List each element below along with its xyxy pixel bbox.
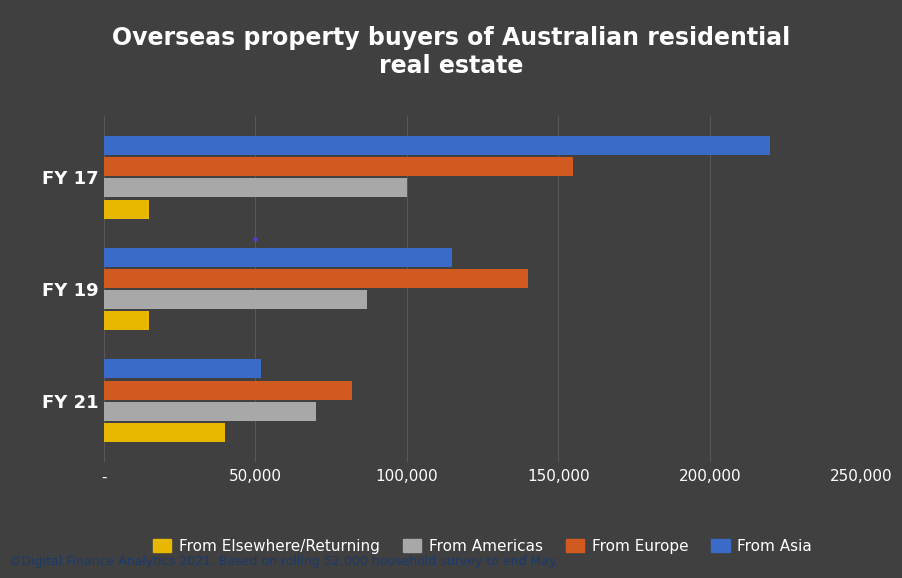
Bar — [104, 247, 452, 266]
Bar — [104, 402, 316, 421]
Bar — [104, 269, 528, 288]
Bar — [104, 136, 770, 155]
Text: Overseas property buyers of Australian residential
real estate: Overseas property buyers of Australian r… — [112, 26, 790, 78]
Bar — [104, 157, 574, 176]
Bar — [104, 178, 407, 197]
Legend: From Elsewhere/Returning, From Americas, From Europe, From Asia: From Elsewhere/Returning, From Americas,… — [147, 532, 818, 560]
Bar — [104, 423, 225, 442]
Bar — [104, 290, 367, 309]
Bar — [104, 360, 262, 379]
Bar — [104, 199, 149, 218]
Bar — [104, 381, 353, 400]
Text: ©Digital Finance Analytics 2021. Based on rolling 52,000 household survey to end: ©Digital Finance Analytics 2021. Based o… — [9, 555, 558, 568]
Bar — [104, 312, 149, 331]
